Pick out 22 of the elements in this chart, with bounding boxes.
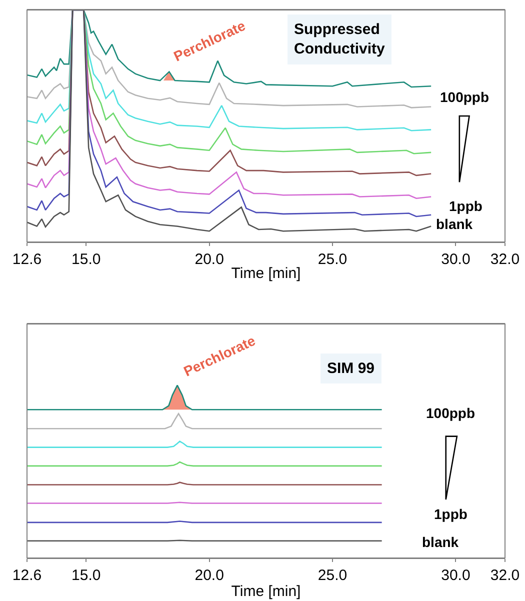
x-tick-label: 15.0 xyxy=(72,567,101,584)
x-tick-label: 12.6 xyxy=(12,251,42,268)
x-tick-label: 32.0 xyxy=(490,251,520,268)
annotation: blank xyxy=(436,216,473,232)
text: Suppressed Conductivity xyxy=(294,21,386,58)
annotation: 1ppb xyxy=(434,506,468,522)
chart-title: SIM 99 xyxy=(327,360,375,377)
annotation: blank xyxy=(422,534,459,550)
x-tick-label: 20.0 xyxy=(194,251,224,268)
x-axis-title: Time [min] xyxy=(231,583,301,600)
x-tick-label: 30.0 xyxy=(441,251,470,268)
annotation: 100ppb xyxy=(440,89,490,105)
x-tick-label: 32.0 xyxy=(490,567,520,584)
x-tick-label: 12.6 xyxy=(12,567,42,584)
x-tick-label: 20.0 xyxy=(194,567,224,584)
x-tick-label: 25.0 xyxy=(318,251,348,268)
annotation: 100ppb xyxy=(426,405,476,421)
x-axis-title: Time [min] xyxy=(231,265,301,282)
x-tick-label: 15.0 xyxy=(72,251,101,268)
x-tick-label: 25.0 xyxy=(318,567,348,584)
x-tick-label: 30.0 xyxy=(441,567,470,584)
annotation: 1ppb xyxy=(449,198,482,214)
